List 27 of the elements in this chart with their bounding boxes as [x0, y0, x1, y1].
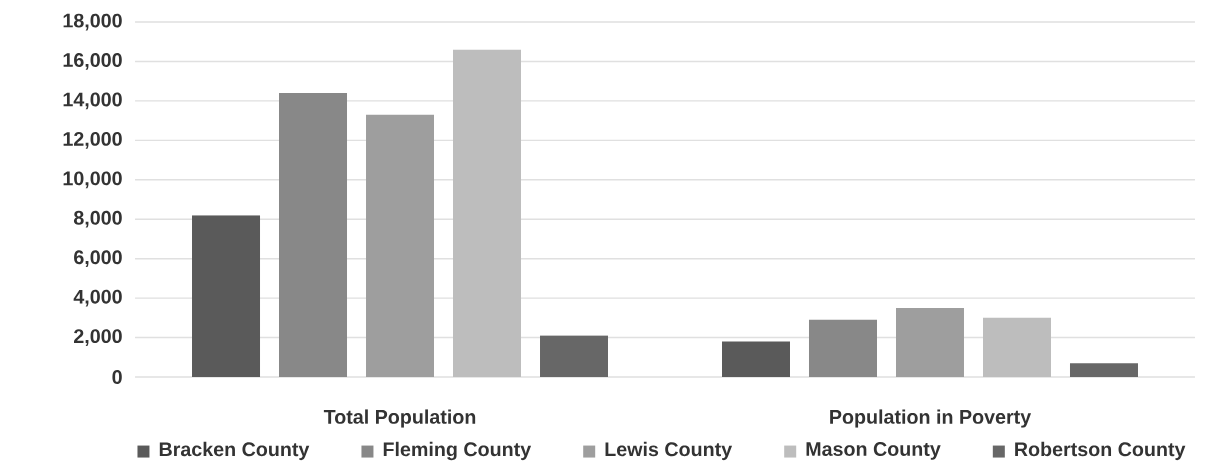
y-tick-label: 18,000 [63, 13, 122, 31]
legend-label: Mason County [806, 442, 941, 460]
legend-label: Robertson County [1015, 441, 1186, 461]
y-tick-label: 12,000 [63, 131, 122, 149]
x-tick-label: Population in Poverty [830, 409, 1032, 428]
y-tick-label: 6,000 [74, 250, 122, 268]
bar [192, 215, 261, 377]
bar [366, 114, 434, 377]
x-tick-label: Total Population [323, 409, 476, 428]
y-tick-label: 10,000 [63, 171, 122, 189]
bar [453, 49, 522, 377]
y-tick-label: 8,000 [73, 210, 122, 228]
y-tick-label: 2,000 [74, 329, 122, 346]
bar [809, 319, 877, 377]
y-tick-label: 16,000 [63, 53, 122, 70]
y-tick-label: 14,000 [63, 92, 122, 110]
bar [279, 93, 348, 377]
bar [540, 335, 608, 377]
y-tick-label: 0 [112, 370, 122, 384]
bar [982, 317, 1051, 377]
legend-label: Fleming County [383, 441, 532, 461]
y-tick-label: 4,000 [73, 289, 122, 307]
bar [722, 341, 791, 377]
bar [1069, 363, 1138, 377]
legend-label: Lewis County [605, 441, 733, 461]
legend-label: Bracken County [159, 441, 310, 461]
bar [896, 307, 964, 377]
